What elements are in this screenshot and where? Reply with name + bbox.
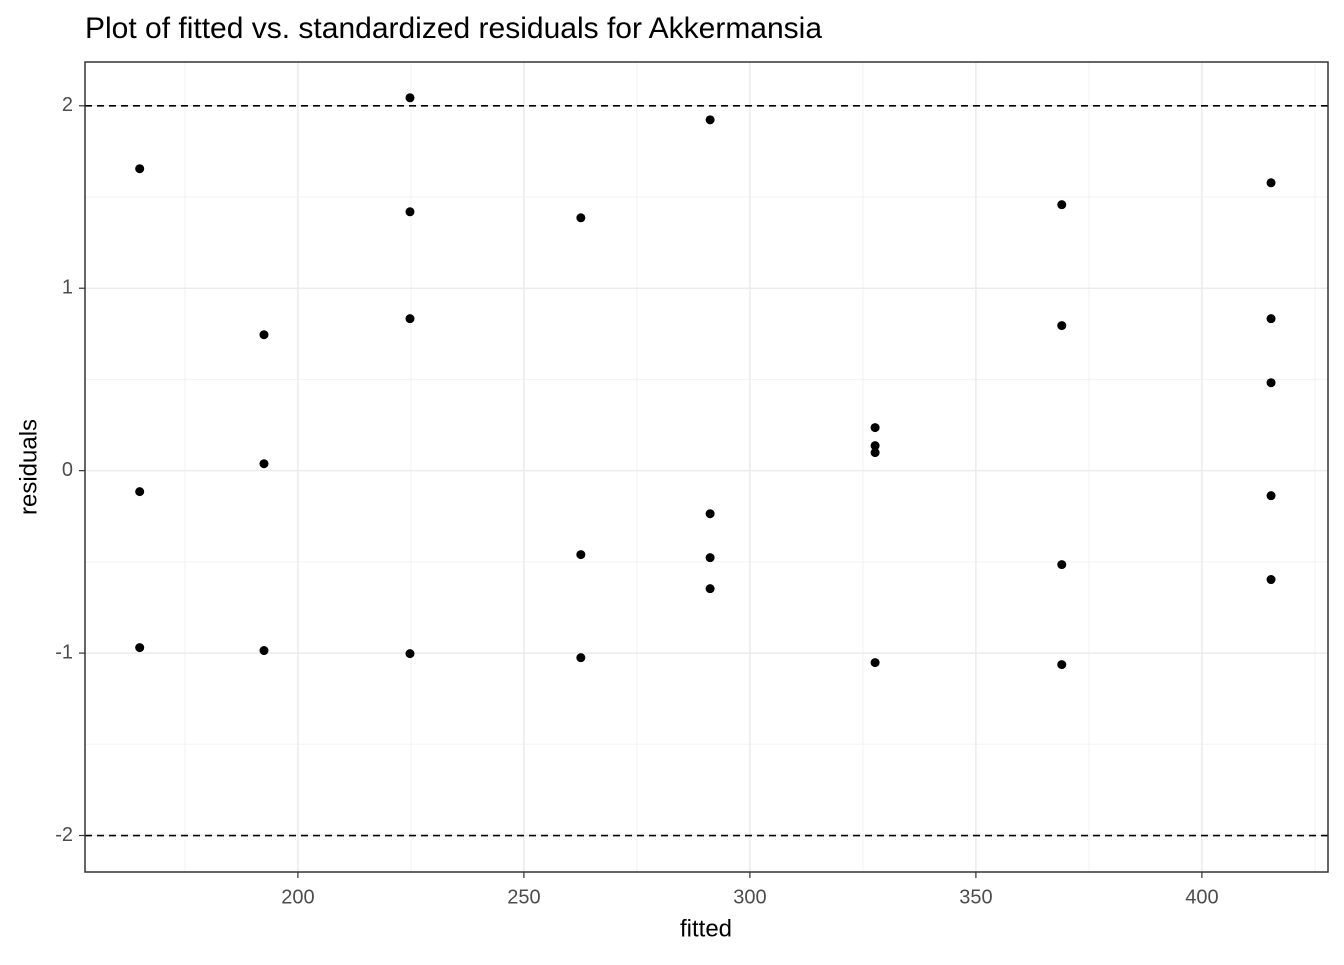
point (135, 487, 145, 497)
point (1266, 378, 1276, 388)
point (135, 164, 145, 174)
y-axis-title: residuals (15, 419, 42, 515)
x-tick-label: 350 (959, 886, 992, 908)
chart-title: Plot of fitted vs. standardized residual… (85, 12, 822, 45)
y-tick-label: 1 (62, 276, 73, 298)
point (1057, 560, 1067, 570)
point (870, 423, 880, 433)
point (405, 314, 415, 324)
x-tick-label: 250 (507, 886, 540, 908)
point (705, 584, 715, 594)
point (1266, 575, 1276, 585)
x-axis-title: fitted (680, 915, 732, 942)
point (870, 658, 880, 668)
point (576, 550, 586, 560)
y-tick-label: 0 (62, 459, 73, 481)
point (1266, 491, 1276, 501)
point (405, 93, 415, 103)
point (259, 646, 269, 656)
point (1266, 314, 1276, 324)
point (705, 509, 715, 519)
point (135, 643, 145, 653)
point (870, 441, 880, 451)
point (259, 459, 269, 469)
point (1057, 321, 1067, 331)
y-tick-label: 2 (62, 94, 73, 116)
point (1266, 178, 1276, 188)
point (405, 207, 415, 217)
x-tick-label: 300 (733, 886, 766, 908)
point (870, 448, 880, 458)
point (705, 553, 715, 563)
x-tick-label: 200 (281, 886, 314, 908)
point (705, 115, 715, 125)
point (259, 330, 269, 340)
y-tick-label: -2 (55, 824, 73, 846)
point (576, 213, 586, 223)
y-tick-label: -1 (55, 641, 73, 663)
point (1057, 200, 1067, 210)
point (576, 653, 586, 663)
point (405, 649, 415, 659)
x-tick-label: 400 (1185, 886, 1218, 908)
panel-border (84, 61, 1329, 873)
point (1057, 660, 1067, 670)
